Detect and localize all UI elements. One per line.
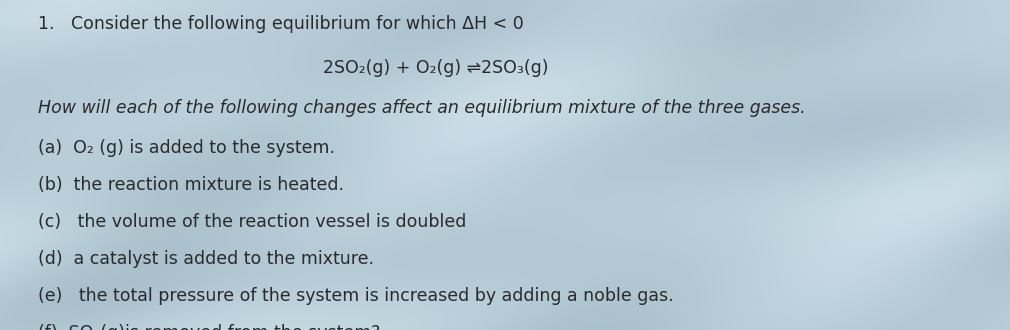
Text: (b)  the reaction mixture is heated.: (b) the reaction mixture is heated. — [38, 176, 344, 194]
Text: How will each of the following changes affect an equilibrium mixture of the thre: How will each of the following changes a… — [38, 99, 806, 117]
Text: (e)   the total pressure of the system is increased by adding a noble gas.: (e) the total pressure of the system is … — [38, 287, 674, 305]
Text: (c)   the volume of the reaction vessel is doubled: (c) the volume of the reaction vessel is… — [38, 213, 467, 231]
Text: 1.   Consider the following equilibrium for which ΔH < 0: 1. Consider the following equilibrium fo… — [38, 15, 524, 33]
Text: (d)  a catalyst is added to the mixture.: (d) a catalyst is added to the mixture. — [38, 250, 375, 268]
Text: (a)  O₂ (g) is added to the system.: (a) O₂ (g) is added to the system. — [38, 139, 335, 157]
Text: (f)  SO₃(g)is removed from the system?: (f) SO₃(g)is removed from the system? — [38, 324, 381, 330]
Text: 2SO₂(g) + O₂(g) ⇌2SO₃(g): 2SO₂(g) + O₂(g) ⇌2SO₃(g) — [323, 59, 548, 78]
